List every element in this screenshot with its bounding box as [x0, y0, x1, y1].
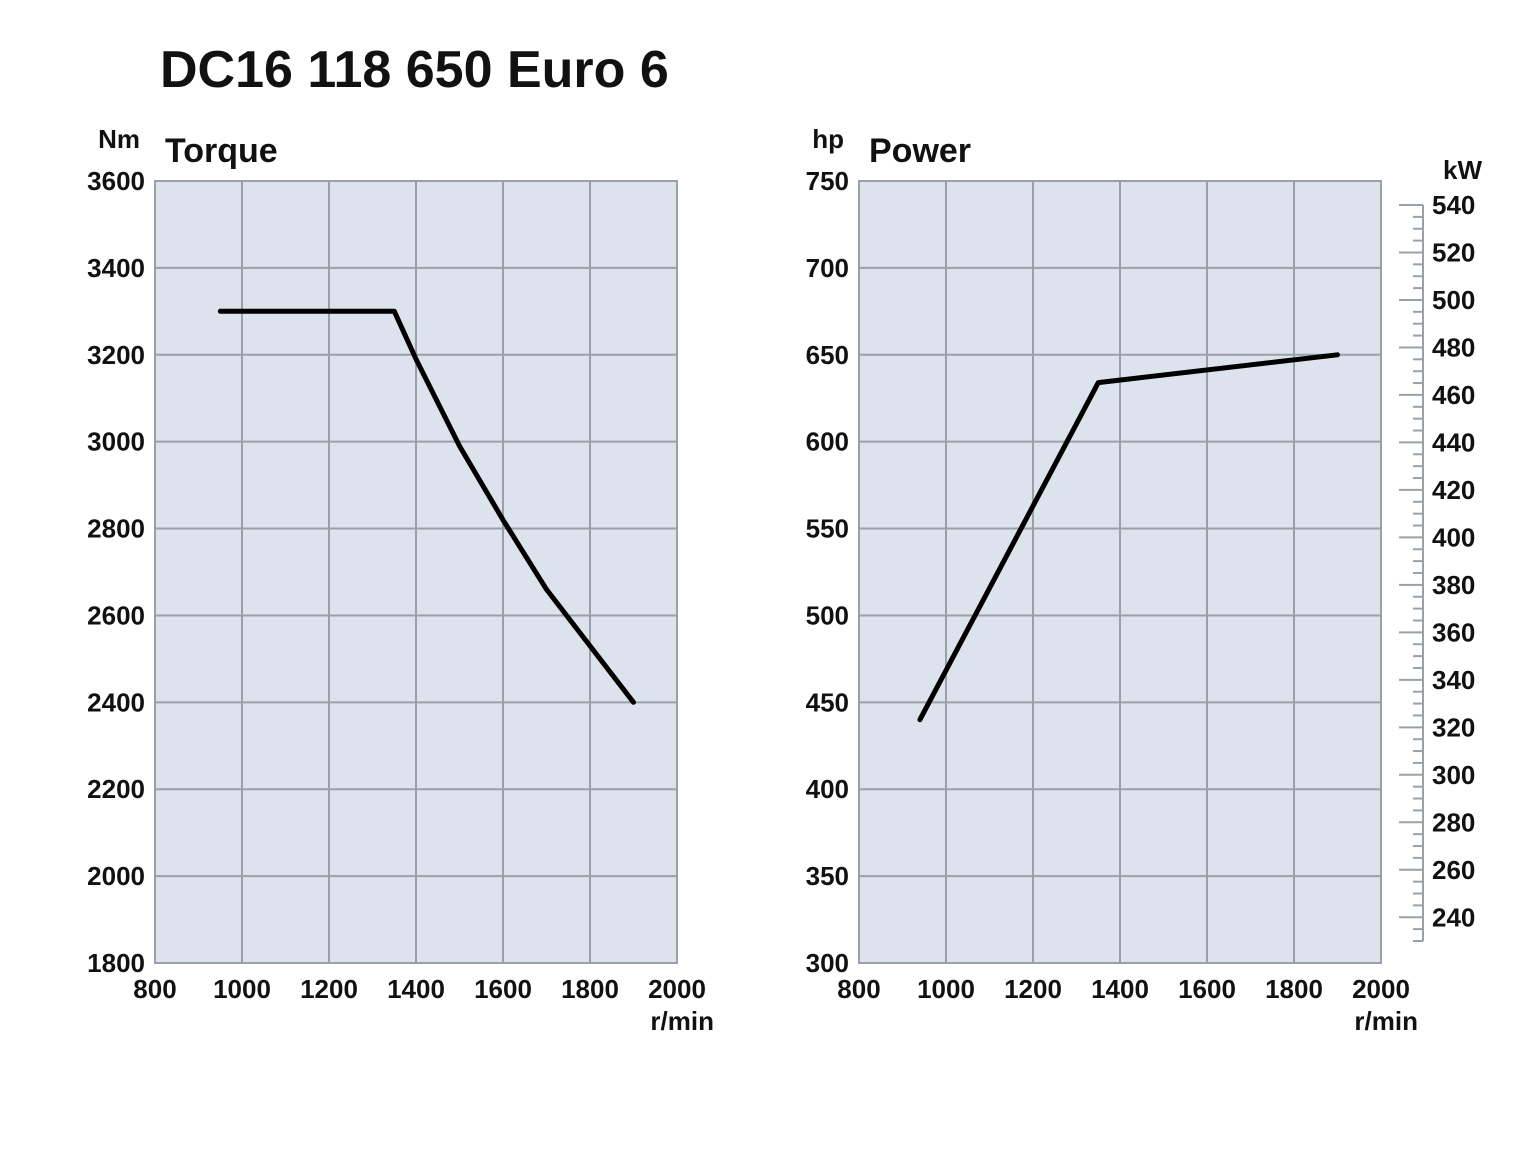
y-tick-label: 2800	[87, 514, 145, 544]
y-tick-label: 350	[806, 861, 849, 891]
x-tick-label: 1200	[1004, 974, 1062, 1004]
kw-tick-label: 480	[1432, 332, 1475, 362]
y-tick-label: 3600	[87, 166, 145, 196]
x-tick-label: 2000	[1352, 974, 1410, 1004]
y-tick-label: 500	[806, 600, 849, 630]
y-tick-label: 2600	[87, 600, 145, 630]
kw-tick-label: 440	[1432, 427, 1475, 457]
x-tick-label: 1200	[300, 974, 358, 1004]
kw-tick-label: 260	[1432, 855, 1475, 885]
x-tick-label: 1000	[213, 974, 271, 1004]
kw-tick-label: 540	[1432, 190, 1475, 220]
y-tick-label: 550	[806, 514, 849, 544]
y-tick-label: 400	[806, 774, 849, 804]
kw-tick-label: 520	[1432, 237, 1475, 267]
power-chart	[858, 180, 1424, 964]
x-tick-label: 800	[133, 974, 176, 1004]
x-axis-unit-label: r/min	[1354, 1006, 1418, 1036]
chart-title: Torque	[165, 132, 278, 170]
y-tick-label: 2400	[87, 687, 145, 717]
y-tick-label: 3400	[87, 253, 145, 283]
x-axis-unit-label: r/min	[650, 1006, 714, 1036]
kw-tick-label: 240	[1432, 902, 1475, 932]
y-tick-label: 3200	[87, 340, 145, 370]
kw-tick-label: 340	[1432, 665, 1475, 695]
y-tick-label: 600	[806, 427, 849, 457]
kw-tick-label: 420	[1432, 475, 1475, 505]
x-tick-label: 1400	[387, 974, 445, 1004]
kw-tick-label: 460	[1432, 380, 1475, 410]
y-tick-label: 700	[806, 253, 849, 283]
x-tick-label: 1800	[1265, 974, 1323, 1004]
kw-tick-label: 400	[1432, 522, 1475, 552]
x-tick-label: 1600	[474, 974, 532, 1004]
kw-tick-label: 320	[1432, 712, 1475, 742]
y-tick-label: 3000	[87, 427, 145, 457]
kw-axis-unit-label: kW	[1443, 155, 1482, 185]
y-axis-unit-label: Nm	[98, 124, 140, 154]
x-tick-label: 1400	[1091, 974, 1149, 1004]
y-axis-unit-label: hp	[812, 124, 844, 154]
kw-tick-label: 380	[1432, 570, 1475, 600]
y-tick-label: 2000	[87, 861, 145, 891]
y-tick-label: 1800	[87, 948, 145, 978]
x-tick-label: 800	[837, 974, 880, 1004]
series-line	[217, 308, 636, 705]
x-tick-label: 1600	[1178, 974, 1236, 1004]
kw-tick-label: 280	[1432, 807, 1475, 837]
torque-chart	[154, 180, 678, 964]
y-tick-label: 750	[806, 166, 849, 196]
y-tick-label: 650	[806, 340, 849, 370]
y-tick-label: 2200	[87, 774, 145, 804]
x-tick-label: 1000	[917, 974, 975, 1004]
kw-tick-label: 300	[1432, 760, 1475, 790]
y-tick-label: 450	[806, 687, 849, 717]
y-tick-label: 300	[806, 948, 849, 978]
chart-title: Power	[869, 132, 971, 170]
x-tick-label: 1800	[561, 974, 619, 1004]
page-title: DC16 118 650 Euro 6	[160, 41, 669, 99]
kw-tick-label: 500	[1432, 285, 1475, 315]
x-tick-label: 2000	[648, 974, 706, 1004]
kw-tick-label: 360	[1432, 617, 1475, 647]
